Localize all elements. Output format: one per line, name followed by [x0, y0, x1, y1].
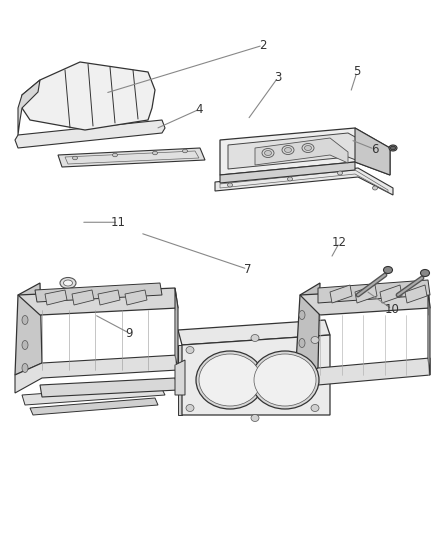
Text: 3: 3 — [275, 71, 282, 84]
Ellipse shape — [251, 415, 259, 422]
Ellipse shape — [338, 171, 343, 175]
Ellipse shape — [183, 149, 187, 153]
Polygon shape — [98, 290, 120, 305]
Text: 2: 2 — [259, 39, 267, 52]
Polygon shape — [15, 355, 178, 393]
Polygon shape — [40, 378, 178, 397]
Ellipse shape — [302, 143, 314, 152]
Text: 9: 9 — [125, 327, 133, 340]
Polygon shape — [22, 385, 165, 405]
Ellipse shape — [299, 311, 305, 319]
Text: 5: 5 — [353, 66, 360, 78]
Ellipse shape — [285, 148, 292, 152]
Ellipse shape — [22, 316, 28, 325]
Polygon shape — [178, 345, 182, 415]
Polygon shape — [125, 290, 147, 305]
Ellipse shape — [64, 280, 73, 286]
Ellipse shape — [22, 364, 28, 373]
Ellipse shape — [60, 278, 76, 288]
Ellipse shape — [372, 186, 378, 190]
Ellipse shape — [420, 270, 430, 277]
Ellipse shape — [227, 183, 233, 187]
Text: 4: 4 — [195, 103, 203, 116]
Polygon shape — [405, 285, 427, 303]
Polygon shape — [300, 288, 430, 315]
Ellipse shape — [113, 154, 117, 157]
Text: 11: 11 — [111, 216, 126, 229]
Polygon shape — [318, 280, 430, 303]
Polygon shape — [355, 285, 377, 303]
Polygon shape — [45, 290, 67, 305]
Ellipse shape — [196, 351, 264, 409]
Polygon shape — [215, 168, 393, 195]
Ellipse shape — [304, 146, 311, 150]
Ellipse shape — [311, 336, 319, 343]
Ellipse shape — [265, 150, 272, 156]
Polygon shape — [18, 80, 40, 135]
Polygon shape — [15, 283, 42, 375]
Polygon shape — [295, 358, 430, 395]
Polygon shape — [295, 283, 320, 380]
Ellipse shape — [186, 346, 194, 353]
Polygon shape — [220, 128, 390, 175]
Polygon shape — [220, 162, 355, 183]
Ellipse shape — [22, 341, 28, 350]
Ellipse shape — [251, 335, 259, 342]
Polygon shape — [175, 288, 178, 370]
Polygon shape — [15, 120, 165, 148]
Polygon shape — [428, 288, 430, 375]
Ellipse shape — [262, 149, 274, 157]
Polygon shape — [228, 133, 382, 170]
Ellipse shape — [73, 156, 78, 160]
Polygon shape — [35, 283, 162, 302]
Ellipse shape — [299, 364, 305, 373]
Ellipse shape — [391, 146, 396, 150]
Polygon shape — [380, 285, 402, 303]
Polygon shape — [22, 62, 155, 130]
Polygon shape — [18, 288, 178, 315]
Polygon shape — [58, 148, 205, 167]
Polygon shape — [182, 335, 330, 415]
Polygon shape — [72, 290, 94, 305]
Ellipse shape — [282, 146, 294, 155]
Ellipse shape — [186, 405, 194, 411]
Ellipse shape — [311, 405, 319, 411]
Polygon shape — [355, 128, 390, 175]
Ellipse shape — [152, 151, 158, 155]
Ellipse shape — [199, 354, 261, 406]
Polygon shape — [30, 398, 158, 415]
Ellipse shape — [287, 177, 293, 181]
Polygon shape — [330, 285, 352, 303]
Ellipse shape — [254, 354, 316, 406]
Text: 6: 6 — [371, 143, 378, 156]
Ellipse shape — [384, 266, 392, 273]
Ellipse shape — [251, 351, 319, 409]
Polygon shape — [178, 320, 330, 345]
Polygon shape — [255, 138, 348, 165]
Polygon shape — [175, 360, 185, 395]
Ellipse shape — [299, 338, 305, 348]
Ellipse shape — [389, 145, 397, 151]
Text: 12: 12 — [332, 236, 347, 249]
Text: 10: 10 — [385, 303, 399, 316]
Text: 7: 7 — [244, 263, 251, 276]
